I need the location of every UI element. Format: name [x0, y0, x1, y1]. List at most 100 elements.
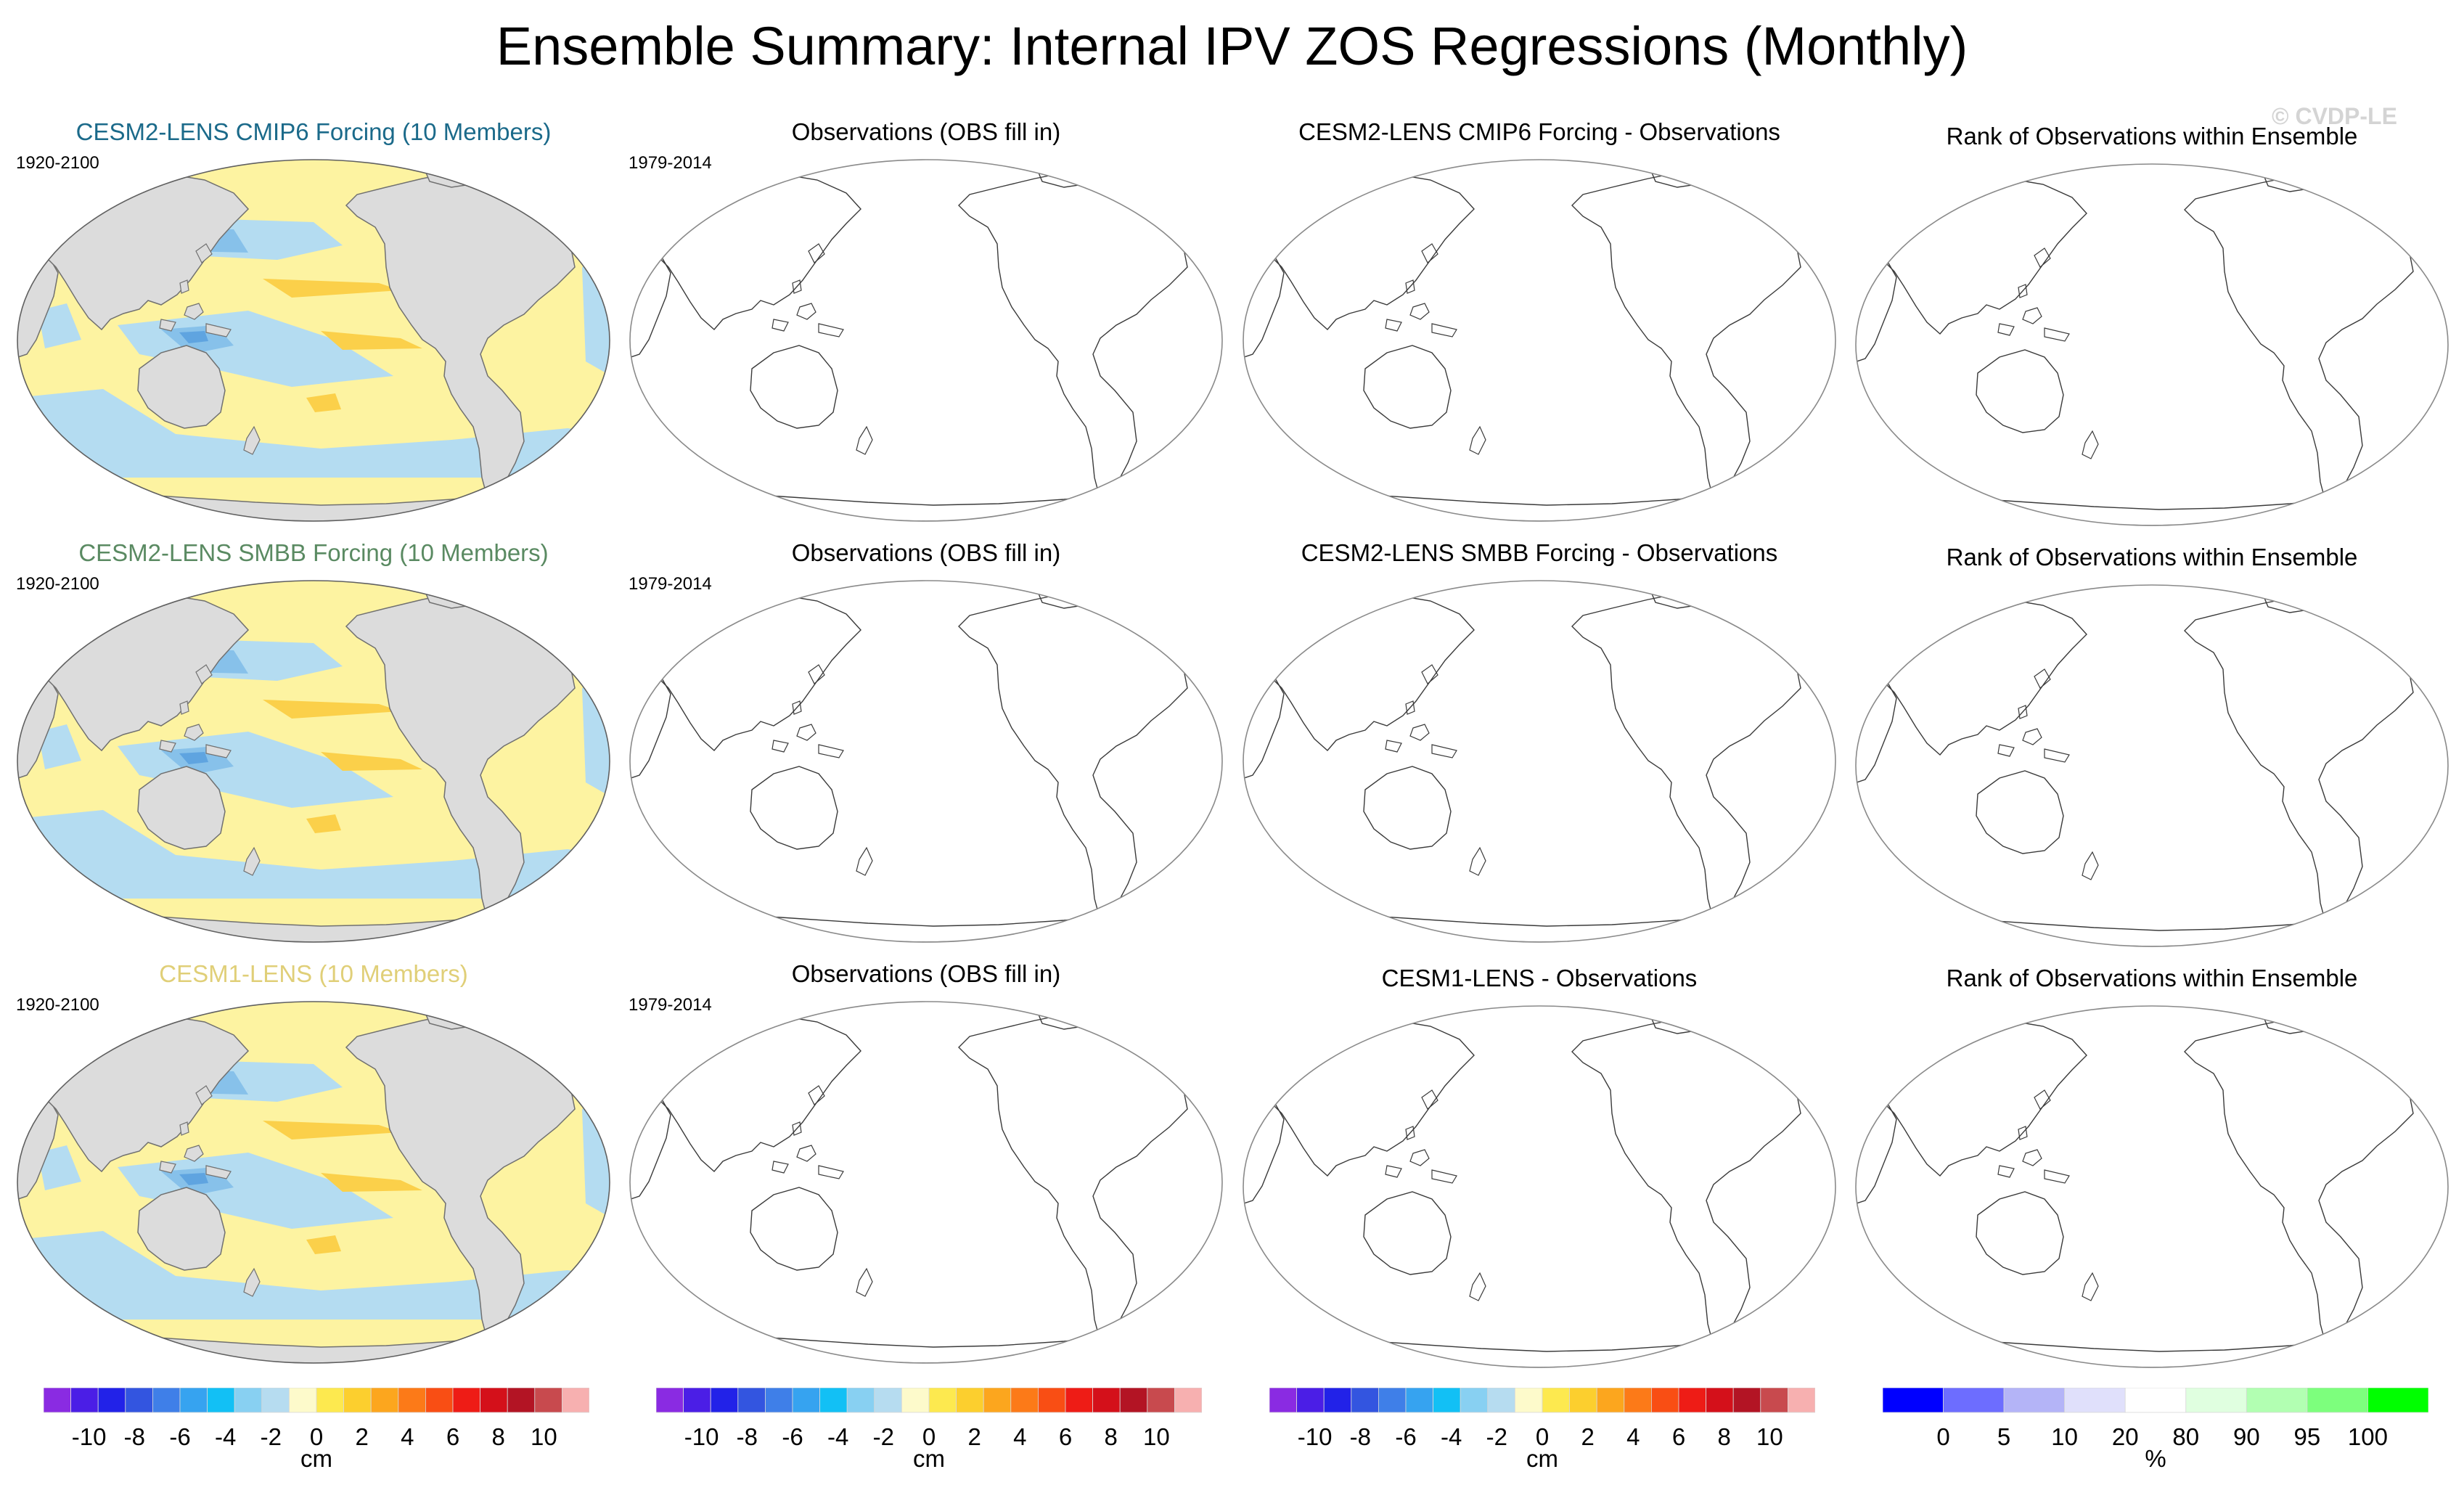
period-label: 1979-2014 — [629, 574, 712, 594]
colorbar-box — [288, 1388, 317, 1413]
period-label: 1979-2014 — [629, 153, 712, 173]
island — [856, 1267, 873, 1297]
island — [1469, 425, 1486, 455]
colorbar-box — [1732, 1388, 1761, 1413]
obs-map — [629, 1001, 1223, 1364]
panel-diff-row2: CESM2-LENS SMBB Forcing - Observations — [1242, 537, 1837, 944]
colorbar-box — [1269, 1388, 1297, 1413]
zos-regression-map — [17, 159, 610, 522]
colorbar-box — [1487, 1388, 1515, 1413]
island — [184, 303, 204, 320]
colorbar-swatches — [1269, 1388, 1815, 1413]
island — [1431, 1169, 1457, 1184]
rank-map — [1855, 1005, 2449, 1368]
colorbar-box — [1678, 1388, 1706, 1413]
anomaly-region — [306, 814, 341, 833]
map-border — [1855, 1005, 2449, 1368]
australia-coastline — [750, 345, 838, 429]
island — [792, 700, 802, 715]
colorbar-box — [901, 1388, 930, 1413]
map-border — [629, 159, 1223, 522]
colorbar-tick-label: -4 — [214, 1423, 237, 1450]
anomaly-region — [38, 1145, 81, 1190]
colorbar-box — [2307, 1388, 2368, 1413]
figure-title: Ensemble Summary: Internal IPV ZOS Regre… — [496, 16, 1968, 76]
island — [195, 664, 213, 684]
colorbar-tick-label: 10 — [1142, 1423, 1170, 1450]
colorbar-box — [152, 1388, 181, 1413]
colorbar-box — [452, 1388, 480, 1413]
island — [195, 243, 213, 263]
obs-map — [629, 159, 1223, 522]
panel-model-row1: CESM2-LENS CMIP6 Forcing (10 Members) 19… — [16, 116, 611, 523]
colorbar-swatches — [44, 1388, 589, 1413]
panel-title: CESM2-LENS SMBB Forcing (10 Members) — [78, 539, 549, 566]
island — [792, 1121, 802, 1136]
colorbar-box — [1596, 1388, 1625, 1413]
colorbar-tick-label: 6 — [446, 1423, 460, 1450]
island — [2022, 1149, 2042, 1166]
island — [771, 740, 789, 753]
colorbar-tick-label: 8 — [1104, 1423, 1118, 1450]
panel-title: CESM2-LENS SMBB Forcing - Observations — [1301, 539, 1778, 566]
colorbar-zos-3: -10 -8 -6 -4 -2 0 2 4 6 8 10 cm — [1269, 1388, 1815, 1482]
australia-coastline — [1976, 770, 2064, 854]
colorbar-tick-label: 6 — [1671, 1423, 1686, 1450]
colorbar-box — [316, 1388, 344, 1413]
eurasia-coastline — [630, 172, 861, 330]
australia-landmass — [137, 345, 226, 429]
island — [2082, 430, 2099, 459]
island — [1997, 744, 2015, 757]
colorbar-box — [425, 1388, 454, 1413]
colorbar-box — [1174, 1388, 1202, 1413]
island — [808, 1085, 825, 1105]
ocean-background — [630, 160, 1222, 521]
map-border — [17, 159, 610, 522]
map-border — [1243, 1005, 1836, 1368]
island — [184, 1145, 204, 1162]
americas-coastline — [2184, 1015, 2414, 1346]
colorbar-box — [370, 1388, 399, 1413]
map-border — [17, 580, 610, 943]
americas-coastline — [2184, 173, 2414, 504]
australia-landmass — [137, 766, 226, 850]
island — [856, 846, 873, 876]
eurasia-coastline — [630, 1014, 861, 1172]
island — [1385, 319, 1402, 332]
rank-map — [1855, 163, 2449, 526]
colorbar-box — [1296, 1388, 1325, 1413]
australia-landmass — [137, 1187, 226, 1271]
colorbar-box — [2003, 1388, 2066, 1413]
colorbar-tick-label: -2 — [1486, 1423, 1507, 1450]
island — [159, 740, 176, 753]
colorbar-box — [956, 1388, 984, 1413]
americas-landmass — [345, 169, 576, 500]
ocean-background — [1856, 1006, 2448, 1367]
panel-title: Rank of Observations within Ensemble — [1946, 544, 2358, 570]
island — [808, 243, 825, 263]
colorbar-box — [1038, 1388, 1066, 1413]
anomaly-region — [17, 1231, 610, 1320]
island — [179, 700, 189, 715]
colorbar-tick-label: 6 — [1058, 1423, 1073, 1450]
colorbar-zos-1: -10 -8 -6 -4 -2 0 2 4 6 8 10 cm — [44, 1388, 589, 1482]
australia-coastline — [1363, 345, 1452, 429]
colorbar-tick-label: 95 — [2293, 1423, 2321, 1450]
colorbar-box — [44, 1388, 71, 1413]
ocean-background — [1243, 160, 1835, 521]
island — [792, 279, 802, 294]
panel-title: Observations (OBS fill in) — [791, 960, 1061, 987]
colorbar-unit: cm — [1526, 1445, 1558, 1472]
colorbar-box — [1092, 1388, 1121, 1413]
island — [195, 1085, 213, 1105]
island — [818, 323, 844, 338]
panel-title: Rank of Observations within Ensemble — [1946, 123, 2358, 150]
island — [1997, 323, 2015, 336]
colorbar-box — [1651, 1388, 1679, 1413]
eurasia-coastline — [630, 593, 861, 751]
island — [796, 1145, 816, 1162]
colorbar-box — [764, 1388, 793, 1413]
anomaly-region — [321, 331, 422, 350]
colorbar-tick-label: 4 — [1626, 1423, 1640, 1450]
island — [2018, 705, 2028, 719]
